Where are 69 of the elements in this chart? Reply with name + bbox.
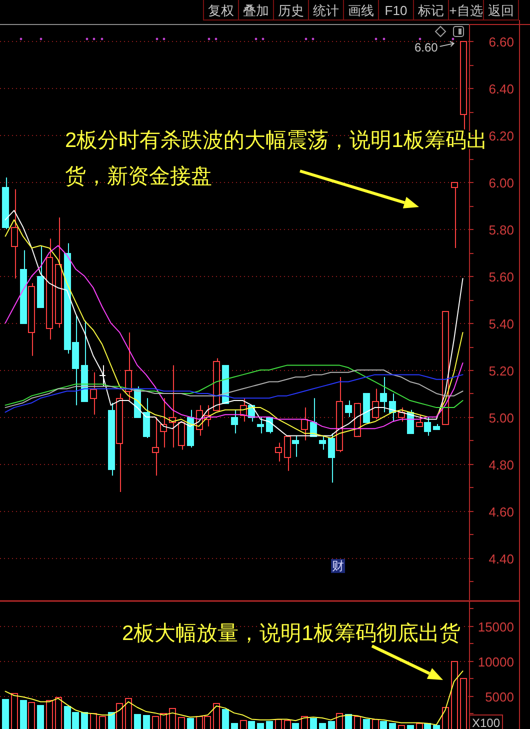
candlestick: [108, 402, 115, 476]
candlestick: [442, 310, 449, 425]
text: 历史: [278, 2, 304, 18]
candlestick: [275, 442, 282, 462]
candlestick: [152, 416, 159, 476]
candlestick: [398, 407, 405, 422]
y-tick-label: 4.40: [488, 551, 514, 566]
candlestick: [284, 435, 291, 472]
candlestick: [336, 376, 343, 453]
candlestick: [37, 245, 44, 308]
y-tick-label: 10000: [478, 654, 514, 669]
candlestick: [160, 398, 167, 448]
candlestick: [28, 282, 35, 356]
candlestick: [90, 372, 97, 416]
candlestick: [169, 364, 176, 448]
candlestick: [372, 388, 379, 420]
candlestick: [99, 364, 106, 387]
text: 返回: [488, 2, 514, 18]
y-tick-label: 5.20: [488, 363, 514, 378]
candlestick: [292, 435, 299, 458]
y-tick-label: 5.00: [488, 410, 514, 425]
y-tick-label: 5.80: [488, 222, 514, 237]
candlestick: [451, 182, 458, 248]
candlestick: [55, 216, 62, 328]
y-tick-label: 4.80: [488, 457, 514, 472]
candlestick: [363, 392, 370, 423]
candlestick: [380, 376, 387, 413]
candlestick: [81, 320, 88, 402]
candlestick: [257, 416, 264, 434]
annotation: 6.60: [414, 40, 438, 54]
y-tick-label: 5.60: [488, 269, 514, 284]
line-series: [4, 245, 464, 430]
candlestick: [354, 402, 361, 437]
candlestick: [424, 416, 431, 436]
text: 叠加: [243, 2, 269, 18]
candlestick: [2, 177, 9, 230]
candlestick: [231, 409, 238, 434]
y-tick-label: 4.60: [488, 504, 514, 519]
candlestick: [301, 407, 308, 441]
text: 画线: [348, 2, 374, 18]
candlestick: [143, 398, 150, 439]
y-tick-label: 15000: [478, 619, 514, 634]
text: 复权: [208, 2, 234, 18]
candlestick: [213, 358, 220, 411]
text: F10: [384, 2, 408, 18]
candlestick: [433, 423, 440, 430]
candlestick: [345, 400, 352, 418]
candlestick: [116, 392, 123, 493]
candlestick: [11, 188, 18, 279]
y-tick-label: 6.00: [488, 175, 514, 190]
candlestick: [187, 409, 194, 448]
candlestick: [178, 422, 185, 450]
y-tick-label: 6.40: [488, 81, 514, 96]
candlestick: [328, 432, 335, 484]
y-tick-label: 5.40: [488, 316, 514, 331]
candlestick: [125, 332, 132, 402]
candlestick: [416, 414, 423, 427]
text: 统计: [313, 2, 339, 18]
y-tick-label: 6.60: [488, 34, 514, 49]
candlestick: [460, 40, 467, 132]
y-tick-label: 5000: [485, 689, 514, 704]
y-axis-title: X100: [472, 716, 500, 729]
y-tick-label: 6.20: [488, 128, 514, 143]
candlestick: [319, 435, 326, 450]
annotation: 2板大幅放量，说明1板筹码彻底出货: [122, 622, 460, 644]
line-series: [4, 670, 464, 726]
candlestick: [46, 238, 53, 340]
candlestick: [20, 250, 27, 324]
text: 标记: [417, 2, 444, 18]
